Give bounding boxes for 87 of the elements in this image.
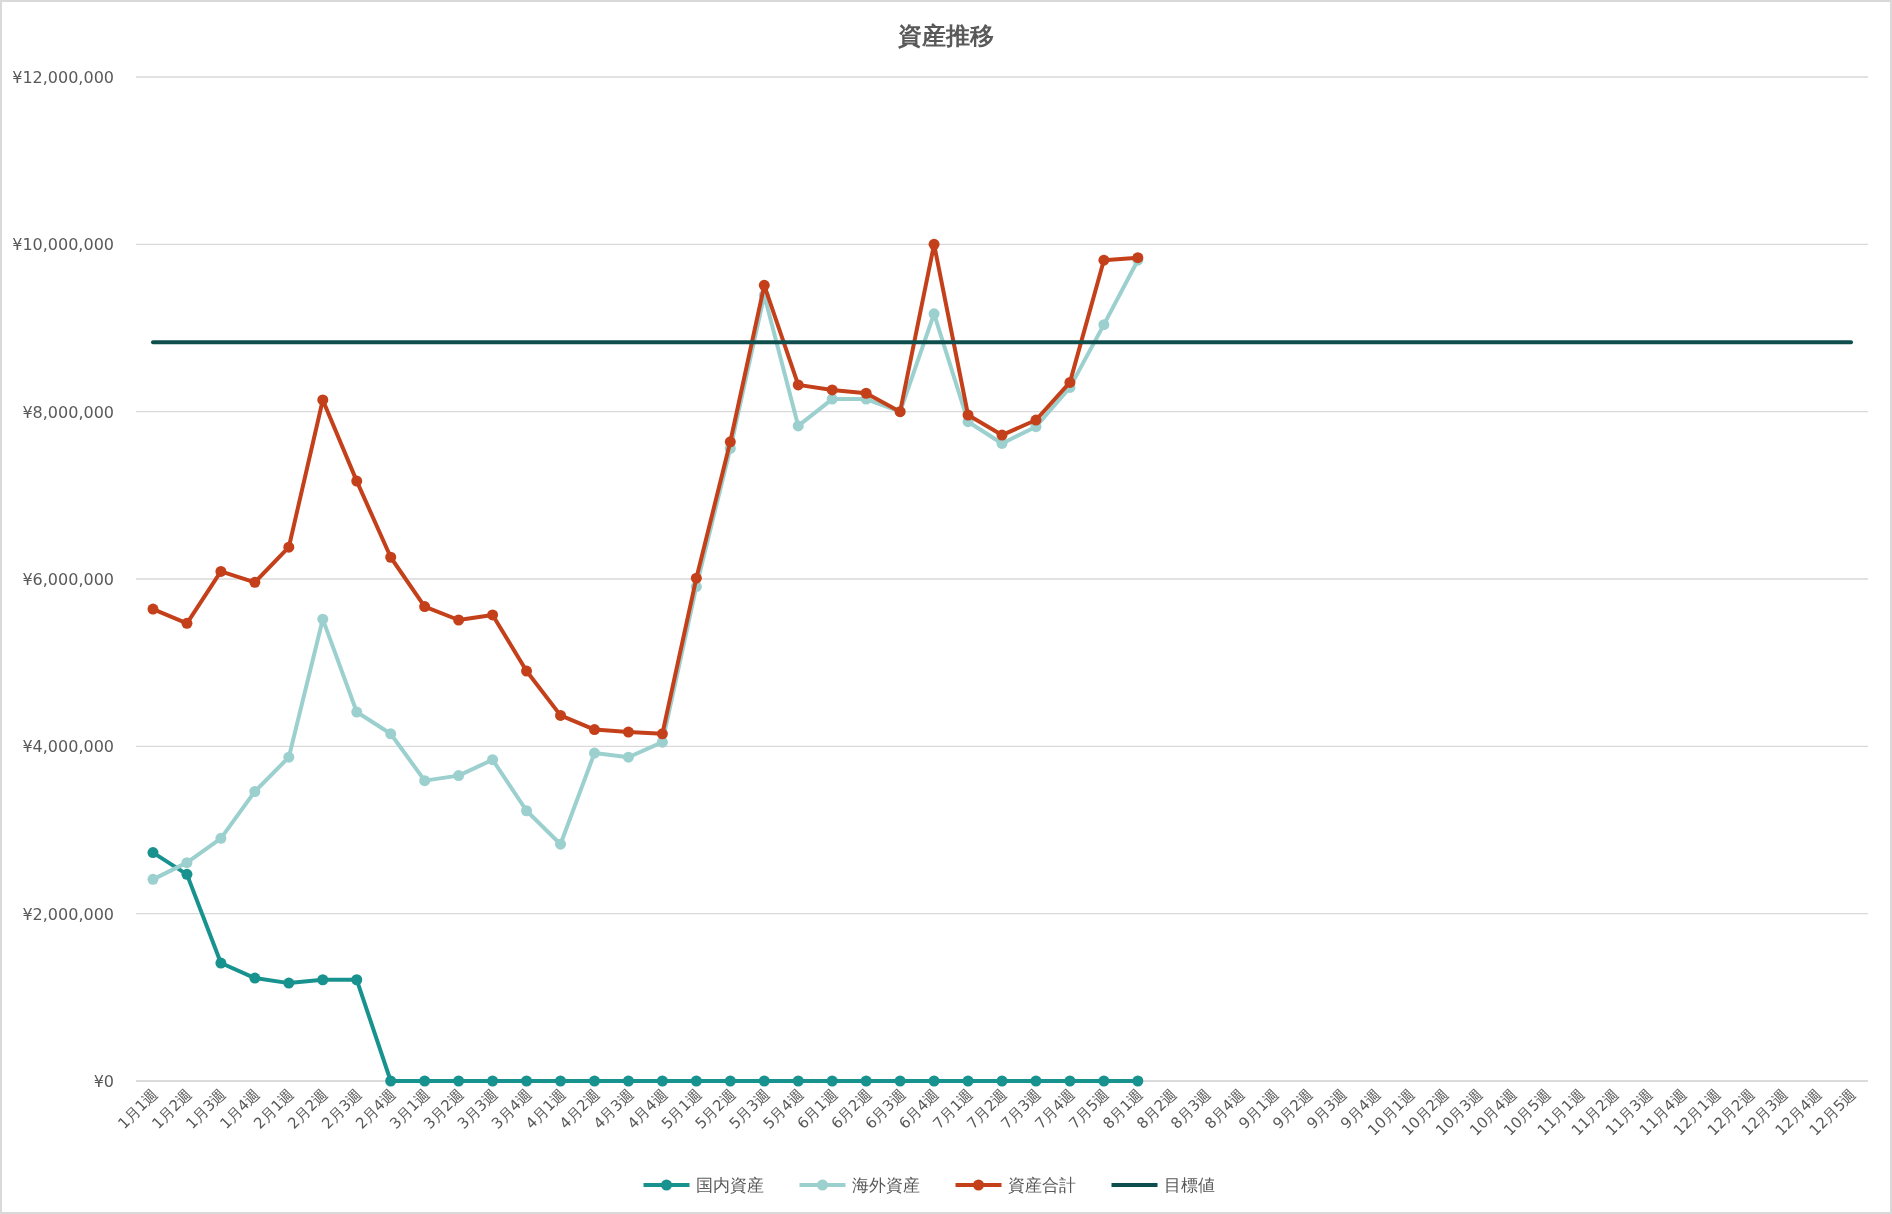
point (419, 601, 431, 613)
chart-title: 資産推移 (897, 22, 994, 50)
point (622, 1075, 634, 1087)
point (521, 1075, 533, 1087)
y-tick-label: ¥10,000,000 (12, 235, 114, 255)
point (826, 384, 838, 396)
point (283, 541, 295, 553)
point (1064, 376, 1076, 388)
point (351, 706, 363, 718)
point (1098, 254, 1110, 266)
point (453, 770, 465, 782)
point (385, 728, 397, 740)
point (521, 805, 533, 817)
legend-label: 資産合計 (1007, 1175, 1076, 1195)
legend-label: 目標値 (1163, 1175, 1215, 1195)
point (453, 1075, 465, 1087)
point (521, 665, 533, 677)
point (792, 420, 804, 432)
point (622, 751, 634, 763)
point (588, 747, 600, 759)
point (1132, 1075, 1144, 1087)
point (555, 709, 567, 721)
y-tick-label: ¥6,000,000 (22, 570, 114, 589)
point (656, 1075, 668, 1087)
point (724, 1075, 736, 1087)
point (724, 436, 736, 448)
point (317, 974, 329, 986)
point (996, 1075, 1008, 1087)
point (792, 379, 804, 391)
point (385, 551, 397, 563)
point (317, 394, 329, 406)
point (1030, 1075, 1042, 1087)
point (894, 1075, 906, 1087)
point (996, 429, 1008, 441)
point (758, 1075, 770, 1087)
point (351, 974, 363, 986)
point (690, 572, 702, 584)
y-tick-label: ¥4,000,000 (22, 737, 114, 757)
point (147, 873, 159, 885)
point (351, 475, 363, 487)
point (860, 387, 872, 399)
y-tick-label: ¥8,000,000 (22, 402, 114, 422)
point (249, 786, 261, 798)
point (215, 832, 227, 844)
point (181, 868, 193, 880)
point (1030, 414, 1042, 426)
y-tick-label: ¥2,000,000 (22, 904, 114, 924)
point (690, 1075, 702, 1087)
point (317, 613, 329, 625)
legend-label: 国内資産 (695, 1175, 764, 1195)
point (487, 609, 499, 621)
point (453, 614, 465, 626)
point (147, 603, 159, 615)
point (928, 1075, 940, 1087)
point (147, 847, 159, 859)
point (588, 1075, 600, 1087)
y-tick-label: ¥12,000,000 (12, 68, 114, 87)
y-tick-label: ¥0 (93, 1072, 114, 1091)
point (826, 1075, 838, 1087)
point (860, 1075, 872, 1087)
point (487, 1075, 499, 1087)
point (419, 1075, 431, 1087)
point (215, 957, 227, 969)
point (385, 1075, 397, 1087)
point (1098, 319, 1110, 331)
point (1064, 1075, 1076, 1087)
point (283, 751, 295, 763)
point (283, 977, 295, 989)
point (1098, 1075, 1110, 1087)
point (555, 1075, 567, 1087)
point (249, 576, 261, 588)
point (555, 838, 567, 850)
point (792, 1075, 804, 1087)
point (215, 565, 227, 577)
legend-label: 海外資産 (851, 1175, 920, 1195)
point (928, 238, 940, 250)
point (181, 857, 193, 869)
point (962, 1075, 974, 1087)
point (588, 724, 600, 736)
point (419, 775, 431, 787)
point (758, 279, 770, 291)
point (656, 728, 668, 740)
point (962, 409, 974, 421)
point (181, 617, 193, 629)
point (249, 972, 261, 984)
point (487, 754, 499, 766)
point (622, 726, 634, 738)
